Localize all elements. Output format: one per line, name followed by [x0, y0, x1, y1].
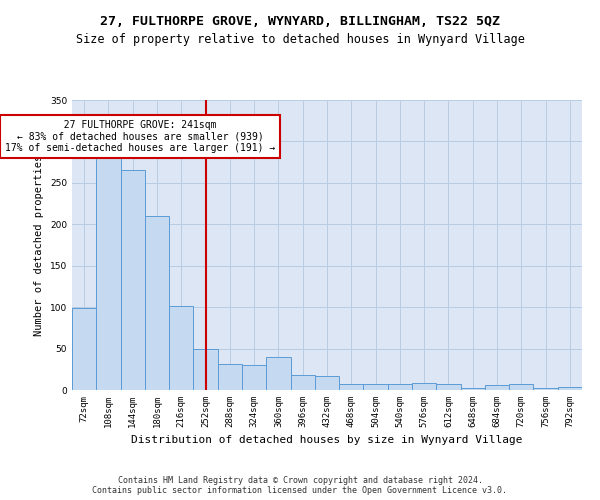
Bar — [436, 384, 461, 390]
Bar — [169, 306, 193, 390]
Bar — [72, 308, 96, 390]
Bar — [121, 170, 145, 390]
Bar — [96, 153, 121, 390]
Bar — [242, 365, 266, 390]
Bar — [193, 348, 218, 390]
Text: Size of property relative to detached houses in Wynyard Village: Size of property relative to detached ho… — [76, 32, 524, 46]
Bar — [290, 375, 315, 390]
Bar — [339, 384, 364, 390]
Bar — [509, 384, 533, 390]
Bar — [461, 388, 485, 390]
Bar — [145, 216, 169, 390]
Bar — [533, 388, 558, 390]
Text: 27 FULTHORPE GROVE: 241sqm  
← 83% of detached houses are smaller (939)
17% of s: 27 FULTHORPE GROVE: 241sqm ← 83% of deta… — [5, 120, 275, 153]
X-axis label: Distribution of detached houses by size in Wynyard Village: Distribution of detached houses by size … — [131, 436, 523, 446]
Bar — [315, 376, 339, 390]
Bar — [412, 384, 436, 390]
Bar — [485, 385, 509, 390]
Bar — [364, 384, 388, 390]
Bar — [388, 384, 412, 390]
Bar — [266, 357, 290, 390]
Y-axis label: Number of detached properties: Number of detached properties — [34, 154, 44, 336]
Bar — [558, 386, 582, 390]
Text: Contains HM Land Registry data © Crown copyright and database right 2024.
Contai: Contains HM Land Registry data © Crown c… — [92, 476, 508, 495]
Text: 27, FULTHORPE GROVE, WYNYARD, BILLINGHAM, TS22 5QZ: 27, FULTHORPE GROVE, WYNYARD, BILLINGHAM… — [100, 15, 500, 28]
Bar — [218, 364, 242, 390]
